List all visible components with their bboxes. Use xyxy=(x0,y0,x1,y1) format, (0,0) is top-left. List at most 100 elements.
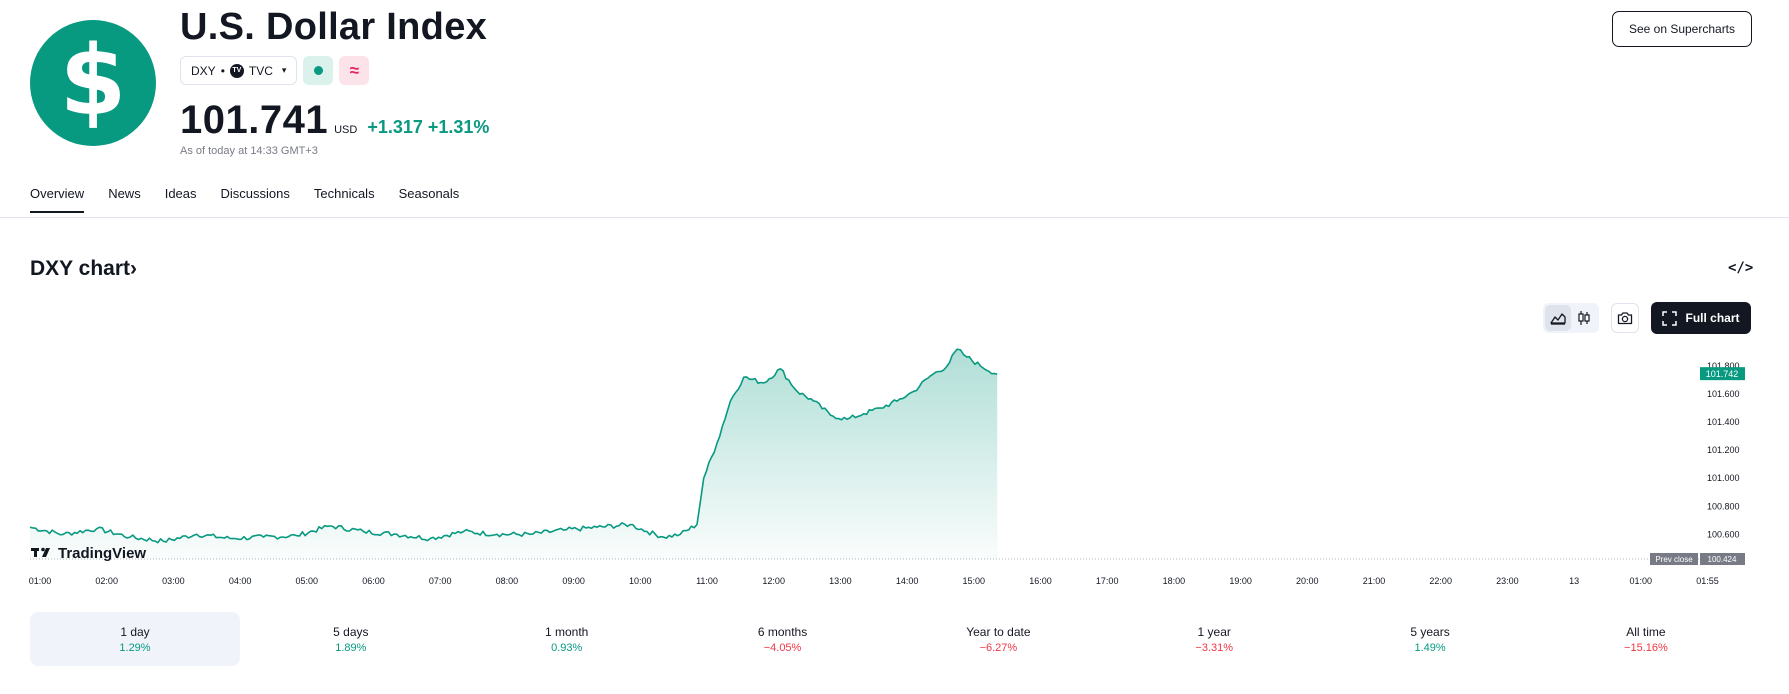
period-label: 1 day xyxy=(120,624,150,639)
period-year-to-date[interactable]: Year to date −6.27% xyxy=(893,612,1103,666)
x-tick-label: 13:00 xyxy=(829,576,852,586)
fullscreen-icon xyxy=(1662,310,1678,326)
tab-overview[interactable]: Overview xyxy=(30,186,85,213)
period-performance: 1 day 1.29% 5 days 1.89% 1 month 0.93% 6 month… xyxy=(30,612,1751,666)
price-area xyxy=(30,349,998,559)
period-1-month[interactable]: 1 month 0.93% xyxy=(462,612,672,666)
y-tick-label: 101.200 xyxy=(1707,445,1740,455)
x-tick-label: 15:00 xyxy=(963,576,986,586)
data-delay-status[interactable]: ≈ xyxy=(339,56,370,85)
period-label: 1 year xyxy=(1197,624,1231,639)
x-tick-label: 10:00 xyxy=(629,576,652,586)
tab-discussions[interactable]: Discussions xyxy=(220,186,290,201)
full-chart-button[interactable]: Full chart xyxy=(1651,302,1751,334)
y-tick-label: 101.600 xyxy=(1707,389,1740,399)
period-1-day[interactable]: 1 day 1.29% xyxy=(30,612,240,666)
price-change: +1.317 +1.31% xyxy=(367,117,490,137)
x-tick-label: 02:00 xyxy=(95,576,118,586)
x-tick-label: 20:00 xyxy=(1296,576,1319,586)
prev-close-value: 100.424 xyxy=(1708,555,1737,564)
period-5-years[interactable]: 5 years 1.49% xyxy=(1325,612,1535,666)
page-title: U.S. Dollar Index xyxy=(180,6,488,48)
see-on-supercharts-button[interactable]: See on Supercharts xyxy=(1612,11,1752,47)
chart-style-toggle xyxy=(1543,303,1599,333)
last-price-tag: 101.742 xyxy=(1700,367,1745,381)
tradingview-logo-icon xyxy=(31,547,50,557)
x-tick-label: 05:00 xyxy=(296,576,319,586)
exchange-selector[interactable]: DXY • TV TVC ▾ xyxy=(180,56,298,85)
market-open-dot-icon xyxy=(313,66,323,75)
period-change: 1.29% xyxy=(119,641,151,654)
period-label: 1 month xyxy=(545,624,589,639)
watermark-text: TradingView xyxy=(58,545,146,562)
tab-news[interactable]: News xyxy=(108,186,141,201)
x-axis: 01:00 02:00 03:00 04:00 05:00 06:00 07:00 08:00… xyxy=(29,576,1719,586)
area-chart-button[interactable] xyxy=(1545,305,1571,331)
symbol-chips: DXY • TV TVC ▾ ≈ xyxy=(180,56,370,85)
period-change: −6.27% xyxy=(979,641,1018,654)
candlestick-icon xyxy=(1578,311,1590,325)
x-tick-label: 23:00 xyxy=(1496,576,1519,586)
exchange-label: TVC xyxy=(248,63,273,78)
tradingview-watermark: TradingView xyxy=(31,545,146,562)
x-tick-label: 03:00 xyxy=(162,576,185,586)
currency-label: USD xyxy=(334,124,358,136)
chart-section-heading[interactable]: DXY chart› xyxy=(30,257,137,280)
last-price: 101.741 xyxy=(180,98,329,142)
prev-close-label: Prev close xyxy=(1655,555,1693,564)
x-tick-label: 08:00 xyxy=(496,576,519,586)
tab-seasonals[interactable]: Seasonals xyxy=(398,186,460,201)
period-all-time[interactable]: All time −15.16% xyxy=(1541,612,1751,666)
exchange-logo-icon: TV xyxy=(229,63,244,78)
period-1-year[interactable]: 1 year −3.31% xyxy=(1109,612,1319,666)
market-open-status[interactable] xyxy=(303,56,334,85)
x-tick-label: 07:00 xyxy=(429,576,452,586)
prev-close-value-bg xyxy=(1700,553,1745,565)
tab-ideas[interactable]: Ideas xyxy=(164,186,197,201)
y-tick-label: 100.600 xyxy=(1707,529,1740,539)
tab-technicals[interactable]: Technicals xyxy=(313,186,375,201)
price-chart[interactable]: 101.800 101.600 101.400 101.200 101.000 100.8… xyxy=(0,340,1789,592)
x-tick-label: 04:00 xyxy=(229,576,252,586)
price-timestamp: As of today at 14:33 GMT+3 xyxy=(180,145,318,157)
x-tick-label: 14:00 xyxy=(896,576,919,586)
full-chart-label: Full chart xyxy=(1685,311,1740,325)
x-tick-label: 09:00 xyxy=(562,576,585,586)
x-tick-label: 21:00 xyxy=(1363,576,1386,586)
x-tick-label: 13 xyxy=(1569,576,1579,586)
delayed-data-icon: ≈ xyxy=(349,60,360,80)
last-price-tag-bg xyxy=(1700,367,1745,381)
snapshot-button[interactable] xyxy=(1611,303,1639,333)
area-chart-icon xyxy=(1550,313,1566,325)
x-tick-label: 01:00 xyxy=(1630,576,1653,586)
y-tick-label: 100.800 xyxy=(1707,501,1740,511)
period-change: 1.49% xyxy=(1414,641,1446,654)
period-change: 0.93% xyxy=(551,641,583,654)
x-tick-label: 06:00 xyxy=(362,576,385,586)
period-label: All time xyxy=(1626,624,1666,639)
price-row: 101.741 USD +1.317 +1.31% xyxy=(180,98,489,143)
prev-close-tag: Prev close 100.424 xyxy=(1650,553,1745,565)
candles-chart-button[interactable] xyxy=(1571,305,1597,331)
x-tick-label: 16:00 xyxy=(1029,576,1052,586)
y-axis: 101.800 101.600 101.400 101.200 101.000 100.8… xyxy=(1707,361,1740,539)
tabs-divider xyxy=(0,217,1789,218)
chevron-down-icon: ▾ xyxy=(281,65,287,75)
period-5-days[interactable]: 5 days 1.89% xyxy=(246,612,456,666)
symbol-tabs: Overview News Ideas Discussions Technicals Se… xyxy=(30,186,459,213)
x-tick-label: 19:00 xyxy=(1229,576,1252,586)
embed-code-icon[interactable]: </> xyxy=(1728,260,1754,276)
prev-close-label-bg xyxy=(1650,553,1698,565)
period-change: 1.89% xyxy=(335,641,367,654)
last-price-tag-text: 101.742 xyxy=(1706,369,1739,379)
y-tick-label: 101.800 xyxy=(1707,361,1740,371)
price-line xyxy=(29,348,998,544)
dollar-sign-icon: $ xyxy=(59,25,127,137)
period-label: Year to date xyxy=(966,624,1031,639)
x-tick-label: 18:00 xyxy=(1163,576,1186,586)
x-tick-label: 01:55 xyxy=(1696,576,1719,586)
period-6-months[interactable]: 6 months −4.05% xyxy=(678,612,888,666)
x-tick-label: 22:00 xyxy=(1429,576,1452,586)
x-tick-label: 17:00 xyxy=(1096,576,1119,586)
period-label: 5 days xyxy=(333,624,369,639)
